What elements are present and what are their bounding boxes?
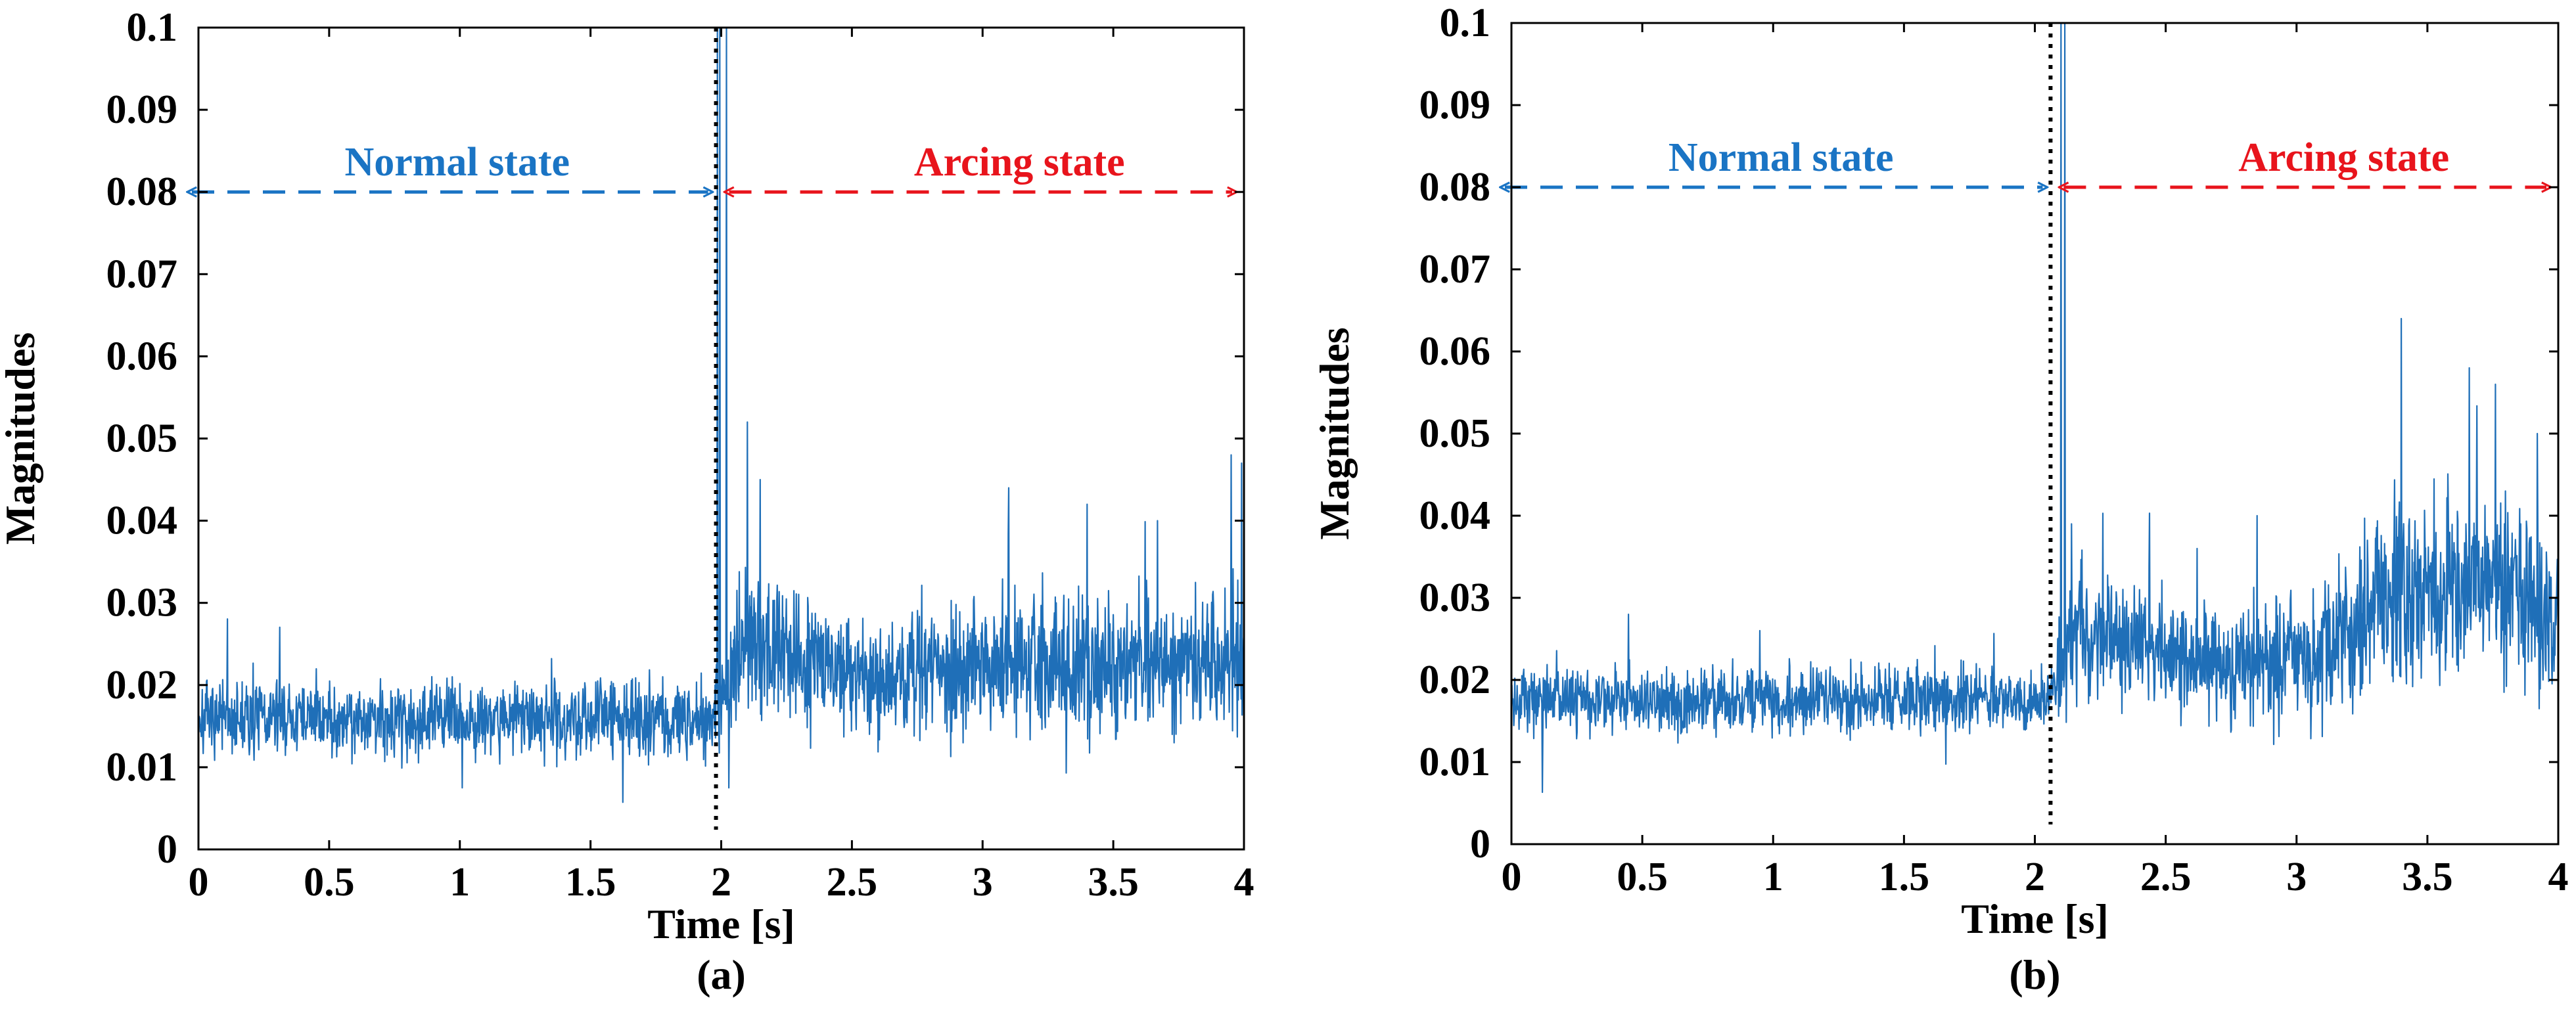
y-ticks-b: 0 0.01 0.02 0.03 0.04 0.05 0.06 0.07 0.08 0.09 0.1 <box>1419 1 2558 867</box>
x-tick-label: 4 <box>2548 855 2569 899</box>
y-tick-label: 0.03 <box>106 581 178 625</box>
y-tick-label: 0.02 <box>1419 658 1491 702</box>
y-tick-label: 0 <box>1470 822 1490 867</box>
y-tick-label: 0.09 <box>1419 83 1491 127</box>
panel-b: Normal state Arcing state 00.010.020.030… <box>1311 1 2569 998</box>
x-tick-label: 1 <box>449 860 470 905</box>
signal-line-b <box>1510 22 2560 794</box>
x-tick-label: 1 <box>1763 855 1783 899</box>
y-tick-label: 0.05 <box>1419 411 1491 456</box>
y-tick-label: 0.05 <box>106 416 178 461</box>
y-tick-label: 0.07 <box>1419 247 1491 292</box>
normal-state-label-b: Normal state <box>1668 135 1894 180</box>
y-tick-label: 0.1 <box>127 5 178 50</box>
y-tick-label: 0.03 <box>1419 575 1491 620</box>
y-tick-label: 0 <box>157 827 177 872</box>
y-tick-label: 0.04 <box>106 499 178 543</box>
y-tick-label: 0.08 <box>106 169 178 214</box>
x-tick-label: 3 <box>2286 855 2307 899</box>
x-tick-label: 1.5 <box>1879 855 1930 899</box>
y-tick-label: 0.08 <box>1419 165 1491 210</box>
x-tick-label: 2.5 <box>2140 855 2192 899</box>
x-ticks-a: 0 0.5 1 1.5 2 2.5 3 3.5 4 <box>189 28 1254 905</box>
y-tick-label: 0.07 <box>106 252 178 296</box>
x-tick-label: 1.5 <box>565 860 616 905</box>
y-tick-label: 0.01 <box>1419 740 1491 784</box>
x-tick-label: 3.5 <box>1088 860 1139 905</box>
x-tick-label: 3.5 <box>2402 855 2453 899</box>
y-tick-label: 0.04 <box>1419 493 1491 538</box>
y-tick-label: 0.06 <box>1419 329 1491 374</box>
x-tick-label: 3 <box>973 860 993 905</box>
y-tick-label: 0.1 <box>1440 1 1491 45</box>
signal-trace-a <box>197 26 1245 803</box>
y-tick-label: 0.02 <box>106 663 178 708</box>
x-tick-label: 2 <box>711 860 731 905</box>
x-ticks-b: 0 0.5 1 1.5 2 2.5 3 3.5 4 <box>1502 23 2569 899</box>
x-tick-label: 0.5 <box>304 860 355 905</box>
x-axis-label-a: Time [s] <box>647 901 795 947</box>
panel-a: Normal state Arcing state 00.010.020.030… <box>0 5 1254 998</box>
x-tick-label: 0 <box>1502 855 1522 899</box>
x-axis-label-b: Time [s] <box>1961 895 2109 942</box>
y-axis-label-a: Magnitudes <box>0 332 43 545</box>
x-tick-label: 2 <box>2025 855 2045 899</box>
x-tick-label: 0.5 <box>1617 855 1668 899</box>
arcing-state-label-b: Arcing state <box>2238 135 2449 180</box>
x-tick-label: 4 <box>1234 860 1254 905</box>
y-axis-label-b: Magnitudes <box>1311 327 1358 540</box>
signal-trace-b <box>1510 22 2560 794</box>
arcing-state-label-a: Arcing state <box>914 140 1125 185</box>
y-ticks-a: 0 0.01 0.02 0.03 0.04 0.05 0.06 0.07 0.08 0.09 0.1 <box>106 5 1244 872</box>
y-tick-label: 0.09 <box>106 87 178 132</box>
signal-line-a <box>197 26 1245 803</box>
x-tick-label: 0 <box>189 860 209 905</box>
y-tick-label: 0.01 <box>106 745 178 790</box>
subfigure-label-a: (a) <box>697 951 746 998</box>
normal-state-label-a: Normal state <box>344 140 570 185</box>
subfigure-label-b: (b) <box>2009 951 2060 998</box>
y-tick-label: 0.06 <box>106 334 178 378</box>
x-tick-label: 2.5 <box>827 860 878 905</box>
